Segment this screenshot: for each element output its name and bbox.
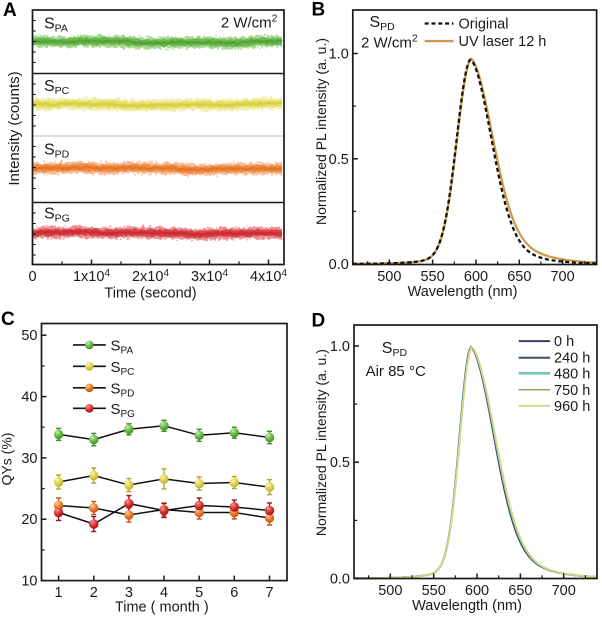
svg-text:20: 20 (21, 512, 37, 528)
svg-text:2x104: 2x104 (132, 268, 169, 285)
svg-text:3: 3 (125, 585, 133, 601)
svg-text:960 h: 960 h (554, 399, 590, 415)
svg-text:6: 6 (230, 585, 238, 601)
svg-text:0.5: 0.5 (329, 152, 349, 168)
svg-text:Wavelength (nm): Wavelength (nm) (408, 284, 518, 300)
svg-text:0: 0 (28, 269, 36, 285)
svg-text:550: 550 (420, 269, 444, 285)
svg-text:700: 700 (550, 269, 574, 285)
svg-text:1.0: 1.0 (329, 47, 349, 63)
svg-text:4x104: 4x104 (250, 268, 287, 285)
svg-text:Intensity (counts): Intensity (counts) (6, 71, 23, 185)
svg-text:700: 700 (552, 583, 576, 599)
svg-text:240 h: 240 h (554, 351, 590, 367)
svg-text:40: 40 (21, 390, 37, 406)
svg-text:2 W/cm2: 2 W/cm2 (221, 13, 278, 32)
svg-text:5: 5 (195, 585, 203, 601)
svg-text:50: 50 (21, 328, 37, 344)
svg-text:650: 650 (507, 269, 531, 285)
svg-text:550: 550 (422, 583, 446, 599)
svg-text:Normalized PL intensity (a. u.: Normalized PL intensity (a. u.) (313, 349, 329, 536)
svg-text:UV laser 12 h: UV laser 12 h (459, 34, 547, 50)
svg-text:7: 7 (265, 585, 273, 601)
svg-text:600: 600 (464, 269, 488, 285)
svg-text:Original: Original (459, 16, 509, 32)
svg-text:3x104: 3x104 (191, 268, 228, 285)
svg-text:0 h: 0 h (554, 334, 574, 350)
svg-text:750 h: 750 h (554, 383, 590, 399)
svg-text:650: 650 (508, 583, 532, 599)
svg-text:0.5: 0.5 (330, 455, 350, 471)
svg-text:2: 2 (90, 585, 98, 601)
svg-text:Wavelength (nm): Wavelength (nm) (412, 598, 522, 614)
svg-text:500: 500 (378, 583, 402, 599)
svg-text:0.0: 0.0 (329, 257, 349, 273)
svg-text:600: 600 (465, 583, 489, 599)
svg-text:Time ( month ): Time ( month ) (115, 600, 209, 616)
svg-text:Air 85 °C: Air 85 °C (366, 363, 426, 380)
svg-text:Time (second): Time (second) (104, 286, 196, 302)
svg-text:1x104: 1x104 (73, 268, 110, 285)
svg-text:B: B (312, 0, 326, 21)
svg-text:QYs (%): QYs (%) (0, 433, 15, 486)
svg-text:C: C (1, 309, 15, 330)
svg-text:4: 4 (160, 585, 168, 601)
svg-text:2 W/cm2: 2 W/cm2 (361, 33, 418, 52)
svg-text:500: 500 (377, 269, 401, 285)
svg-text:A: A (3, 0, 17, 21)
svg-text:Normalized PL intensity (a. u.: Normalized PL intensity (a. u.) (313, 38, 329, 225)
svg-text:0.0: 0.0 (330, 572, 350, 588)
svg-text:480 h: 480 h (554, 366, 590, 382)
svg-text:1: 1 (55, 585, 63, 601)
svg-text:D: D (312, 311, 326, 332)
svg-text:30: 30 (21, 451, 37, 467)
svg-text:1.0: 1.0 (330, 339, 350, 355)
svg-text:10: 10 (21, 574, 37, 590)
